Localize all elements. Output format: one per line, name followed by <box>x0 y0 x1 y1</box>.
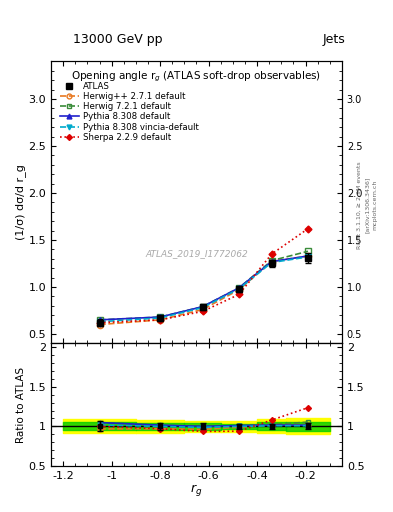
Text: Opening angle r$_g$ (ATLAS soft-drop observables): Opening angle r$_g$ (ATLAS soft-drop obs… <box>72 70 321 84</box>
Legend: ATLAS, Herwig++ 2.7.1 default, Herwig 7.2.1 default, Pythia 8.308 default, Pythi: ATLAS, Herwig++ 2.7.1 default, Herwig 7.… <box>58 80 201 144</box>
Y-axis label: Ratio to ATLAS: Ratio to ATLAS <box>16 367 26 443</box>
X-axis label: r$_g$: r$_g$ <box>190 482 203 498</box>
Text: ATLAS_2019_I1772062: ATLAS_2019_I1772062 <box>145 249 248 258</box>
Text: Jets: Jets <box>323 33 345 46</box>
Text: 13000 GeV pp: 13000 GeV pp <box>73 33 163 46</box>
Y-axis label: (1/σ) dσ/d r_g: (1/σ) dσ/d r_g <box>15 164 26 240</box>
Text: Rivet 3.1.10, ≥ 2.9M events: Rivet 3.1.10, ≥ 2.9M events <box>357 161 362 249</box>
Text: [arXiv:1306.3436]: [arXiv:1306.3436] <box>365 177 370 233</box>
Text: mcplots.cern.ch: mcplots.cern.ch <box>373 180 378 230</box>
